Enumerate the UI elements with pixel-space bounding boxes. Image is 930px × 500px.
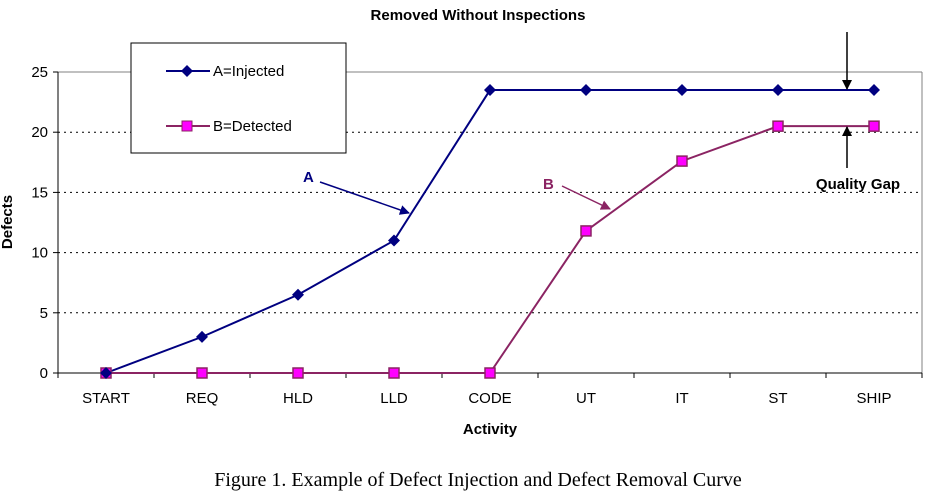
legend-label-a: A=Injected — [213, 63, 284, 80]
legend-marker-b — [181, 120, 193, 132]
data-point-detected — [292, 367, 304, 379]
y-tick-label: 25 — [31, 64, 48, 81]
data-point-injected — [868, 84, 880, 97]
data-point-detected — [772, 120, 784, 132]
legend-entry-b: B=Detected — [166, 118, 292, 135]
x-axis-title: Activity — [463, 421, 518, 438]
data-point-injected — [484, 84, 496, 97]
y-tick-label: 0 — [40, 365, 48, 382]
x-tick-label: SHIP — [856, 390, 891, 407]
x-tick-label: UT — [576, 390, 596, 407]
series-markers — [100, 84, 880, 379]
x-tick-label: ST — [768, 390, 787, 407]
x-tick-label: HLD — [283, 390, 313, 407]
data-point-detected — [196, 367, 208, 379]
series-a-annotation-arrow — [319, 181, 410, 215]
series-line-detected — [106, 125, 874, 374]
x-tick-label: CODE — [468, 390, 511, 407]
data-point-detected — [484, 367, 496, 379]
data-point-detected — [676, 155, 688, 167]
data-point-injected — [676, 84, 688, 97]
x-tick-label: LLD — [380, 390, 408, 407]
y-tick-label: 20 — [31, 124, 48, 141]
y-tick-label: 5 — [40, 305, 48, 322]
legend-marker-a — [181, 65, 193, 77]
legend: A=Injected B=Detected — [130, 42, 347, 154]
data-point-injected — [196, 330, 208, 343]
y-tick-label: 15 — [31, 184, 48, 201]
quality-gap-label: Quality Gap — [816, 176, 900, 193]
x-tick-label: REQ — [186, 390, 219, 407]
y-axis: 0 5 10 15 20 25 — [31, 64, 59, 382]
data-point-injected — [772, 84, 784, 97]
y-axis-title: Defects — [0, 195, 16, 249]
series-b-annotation-arrow — [561, 185, 611, 210]
legend-entry-a: A=Injected — [166, 63, 284, 80]
series-a-annotation-label: A — [303, 169, 314, 186]
data-point-detected — [388, 367, 400, 379]
series-b-annotation-label: B — [543, 176, 554, 193]
data-point-detected — [868, 120, 880, 132]
legend-label-b: B=Detected — [213, 118, 292, 135]
data-point-injected — [292, 288, 304, 301]
removed-without-inspections-label: Removed Without Inspections — [371, 7, 586, 24]
data-point-injected — [100, 367, 112, 379]
x-tick-label: IT — [675, 390, 688, 407]
legend-box — [130, 42, 347, 154]
x-axis: START REQ HLD LLD CODE UT IT ST SHIP — [57, 372, 923, 407]
figure-caption: Figure 1. Example of Defect Injection an… — [214, 469, 742, 491]
data-point-injected — [580, 84, 592, 97]
data-point-detected — [580, 225, 592, 237]
data-point-injected — [388, 234, 400, 247]
x-tick-label: START — [82, 390, 130, 407]
y-tick-label: 10 — [31, 245, 48, 262]
